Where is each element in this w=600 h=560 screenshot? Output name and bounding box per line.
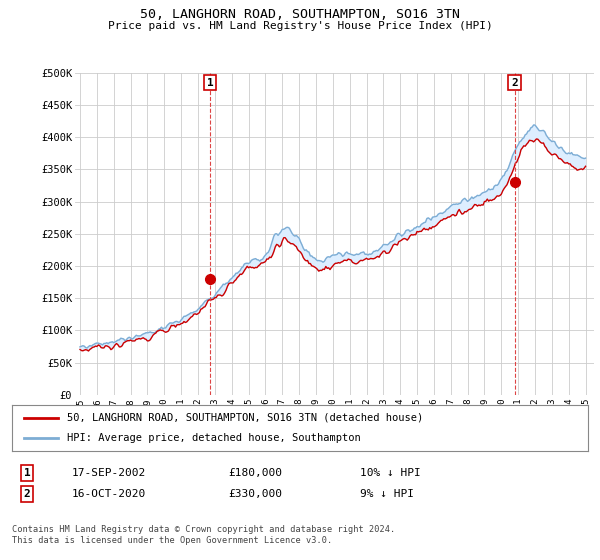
Text: Contains HM Land Registry data © Crown copyright and database right 2024.
This d: Contains HM Land Registry data © Crown c…: [12, 525, 395, 545]
Text: 2: 2: [23, 489, 31, 499]
Text: 50, LANGHORN ROAD, SOUTHAMPTON, SO16 3TN (detached house): 50, LANGHORN ROAD, SOUTHAMPTON, SO16 3TN…: [67, 413, 423, 423]
Text: 17-SEP-2002: 17-SEP-2002: [72, 468, 146, 478]
Text: 16-OCT-2020: 16-OCT-2020: [72, 489, 146, 499]
Text: £330,000: £330,000: [228, 489, 282, 499]
Text: 2: 2: [511, 78, 518, 87]
Text: Price paid vs. HM Land Registry's House Price Index (HPI): Price paid vs. HM Land Registry's House …: [107, 21, 493, 31]
Text: £180,000: £180,000: [228, 468, 282, 478]
Text: HPI: Average price, detached house, Southampton: HPI: Average price, detached house, Sout…: [67, 433, 361, 443]
Text: 10% ↓ HPI: 10% ↓ HPI: [360, 468, 421, 478]
Text: 1: 1: [23, 468, 31, 478]
Text: 1: 1: [207, 78, 214, 87]
Text: 50, LANGHORN ROAD, SOUTHAMPTON, SO16 3TN: 50, LANGHORN ROAD, SOUTHAMPTON, SO16 3TN: [140, 8, 460, 21]
Text: 9% ↓ HPI: 9% ↓ HPI: [360, 489, 414, 499]
